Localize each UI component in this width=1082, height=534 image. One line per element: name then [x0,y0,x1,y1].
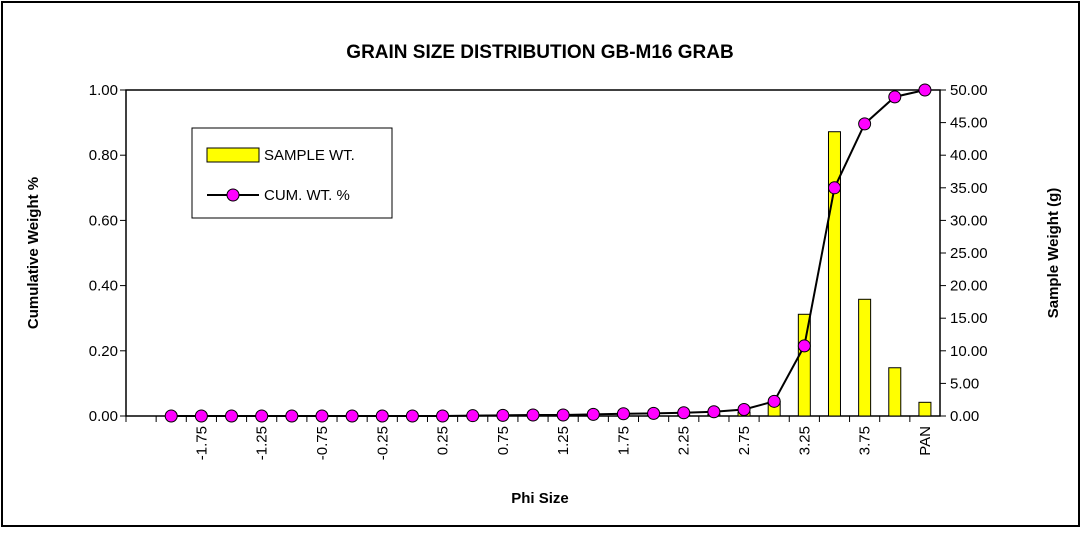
line-marker [226,410,238,422]
line-marker [497,409,509,421]
y-tick-label: 0.40 [89,278,118,295]
y-axis-label: Cumulative Weight % [25,177,42,329]
line-marker [165,410,177,422]
y-tick-label: 0.80 [89,147,118,164]
legend-label: SAMPLE WT. [264,147,355,164]
line-marker [798,340,810,352]
y2-tick-label: 40.00 [950,147,988,164]
x-tick-label: 1.25 [555,426,572,455]
line-marker [768,395,780,407]
x-tick-label: 1.75 [615,426,632,455]
y2-tick-label: 35.00 [950,180,988,197]
line-marker [678,407,690,419]
y2-tick-label: 25.00 [950,245,988,262]
line-marker [286,410,298,422]
y2-tick-label: 15.00 [950,310,988,327]
line-marker [376,410,388,422]
legend-box [192,128,392,218]
x-tick-label: 2.75 [736,426,753,455]
line-marker [859,118,871,130]
x-tick-label: -1.75 [193,426,210,460]
y2-tick-label: 45.00 [950,115,988,132]
line-marker [617,408,629,420]
bar [798,314,810,416]
y2-tick-label: 30.00 [950,212,988,229]
y-tick-label: 1.00 [89,82,118,99]
x-tick-label: 0.75 [495,426,512,455]
x-tick-label: -1.25 [254,426,271,460]
x-tick-label: -0.75 [314,426,331,460]
line-marker [406,410,418,422]
line-marker [256,410,268,422]
x-tick-label: -0.25 [374,426,391,460]
x-tick-label: 3.25 [796,426,813,455]
y-tick-label: 0.60 [89,212,118,229]
x-tick-label: 3.75 [857,426,874,455]
y-tick-label: 0.00 [89,408,118,425]
line-marker [467,410,479,422]
line-marker [587,408,599,420]
line-marker [708,406,720,418]
x-tick-label: 2.25 [676,426,693,455]
line-marker [648,407,660,419]
x-tick-label: PAN [917,426,934,456]
legend-marker [227,189,239,201]
y2-tick-label: 10.00 [950,343,988,360]
line-marker [889,91,901,103]
y-tick-label: 0.20 [89,343,118,360]
line-marker [919,84,931,96]
x-tick-label: 0.25 [435,426,452,455]
line-marker [828,182,840,194]
chart-title: GRAIN SIZE DISTRIBUTION GB-M16 GRAB [346,42,733,63]
y2-tick-label: 50.00 [950,82,988,99]
y2-tick-label: 0.00 [950,408,979,425]
bar [889,368,901,416]
line-marker [738,403,750,415]
bar [828,132,840,416]
line-marker [316,410,328,422]
legend-label: CUM. WT. % [264,187,350,204]
line-marker [527,409,539,421]
x-axis-label: Phi Size [511,490,569,507]
line-marker [557,409,569,421]
bar [859,299,871,416]
y2-axis-label: Sample Weight (g) [1045,188,1062,319]
line-marker [195,410,207,422]
legend-swatch [207,148,259,162]
y2-tick-label: 5.00 [950,375,979,392]
bar [919,402,931,416]
line-marker [437,410,449,422]
line-marker [346,410,358,422]
y2-tick-label: 20.00 [950,278,988,295]
